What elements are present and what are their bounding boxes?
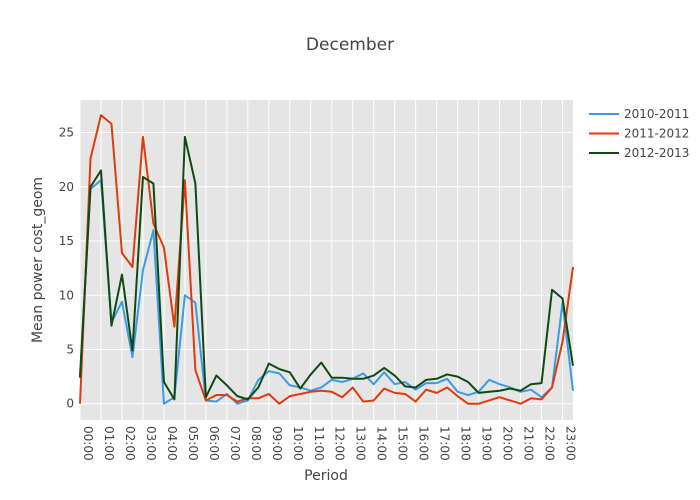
series-layer	[79, 114, 574, 405]
x-tick-label: 15:00	[396, 426, 410, 461]
legend[interactable]: 2010-2011 2011-2012 2012-2013	[589, 107, 689, 160]
x-tick-label: 23:00	[564, 426, 578, 461]
x-tick-label: 03:00	[144, 426, 158, 461]
y-tick-label: 15	[59, 234, 74, 248]
series-line-2011-2012	[79, 114, 574, 405]
x-tick-label: 20:00	[501, 426, 515, 461]
y-tick-label: 5	[66, 342, 74, 356]
plot-area	[80, 100, 573, 420]
y-axis-ticks: 0 5 10 15 20 25	[59, 126, 74, 411]
x-tick-label: 22:00	[543, 426, 557, 461]
x-tick-label: 18:00	[459, 426, 473, 461]
legend-item-2012-2013[interactable]: 2012-2013	[589, 146, 689, 160]
legend-item-2010-2011[interactable]: 2010-2011	[589, 107, 689, 121]
x-tick-label: 08:00	[249, 426, 263, 461]
x-tick-label: 11:00	[312, 426, 326, 461]
y-tick-label: 0	[66, 397, 74, 411]
x-axis-label: Period	[304, 468, 348, 484]
legend-label: 2011-2012	[624, 127, 689, 141]
chart-title: December	[306, 35, 394, 55]
x-tick-label: 14:00	[375, 426, 389, 461]
x-axis-ticks: 00:00 01:00 02:00 03:00 04:00 05:00 06:00 07:00…	[81, 426, 578, 461]
x-tick-label: 01:00	[102, 426, 116, 461]
x-tick-label: 21:00	[522, 426, 536, 461]
series-line-2010-2011	[79, 179, 574, 405]
x-tick-label: 07:00	[228, 426, 242, 461]
x-tick-label: 00:00	[81, 426, 95, 461]
x-tick-label: 09:00	[270, 426, 284, 461]
y-tick-label: 20	[59, 180, 74, 194]
series-line-2012-2013	[79, 135, 574, 401]
y-tick-label: 25	[59, 126, 74, 140]
x-tick-label: 04:00	[165, 426, 179, 461]
x-tick-label: 13:00	[354, 426, 368, 461]
x-tick-label: 16:00	[417, 426, 431, 461]
legend-label: 2010-2011	[624, 107, 689, 121]
y-axis-label: Mean power cost_geom	[30, 177, 46, 343]
x-tick-label: 02:00	[123, 426, 137, 461]
x-tick-label: 05:00	[186, 426, 200, 461]
x-tick-label: 12:00	[333, 426, 347, 461]
x-tick-label: 19:00	[480, 426, 494, 461]
x-tick-label: 10:00	[291, 426, 305, 461]
y-tick-label: 10	[59, 288, 74, 302]
legend-label: 2012-2013	[624, 146, 689, 160]
legend-item-2011-2012[interactable]: 2011-2012	[589, 127, 689, 141]
x-tick-label: 06:00	[207, 426, 221, 461]
x-tick-label: 17:00	[438, 426, 452, 461]
